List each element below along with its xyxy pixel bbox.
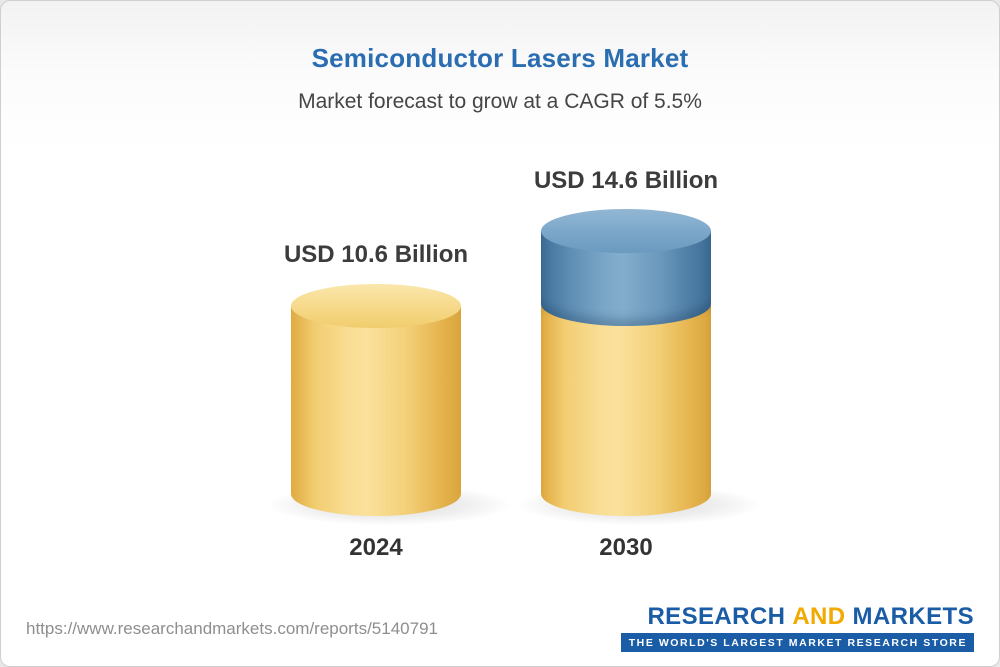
report-url-link[interactable]: https://www.researchandmarkets.com/repor…: [26, 618, 438, 638]
logo-word-markets: MARKETS: [852, 603, 974, 630]
value-label-2030: USD 14.6 Billion: [533, 167, 719, 194]
bar-2024-cylinder: [291, 284, 461, 516]
bar-2024-top-ellipse: [291, 284, 461, 328]
logo-word-research: RESEARCH: [647, 603, 786, 630]
research-and-markets-logo: RESEARCH AND MARKETS THE WORLD'S LARGEST M…: [620, 605, 974, 652]
logo-tagline: THE WORLD'S LARGEST MARKET RESEARCH STOR…: [620, 633, 974, 652]
footer: https://www.researchandmarkets.com/repor…: [1, 605, 999, 652]
category-label-2024: 2024: [349, 534, 403, 561]
page-subtitle: Market forecast to grow at a CAGR of 5.5…: [298, 90, 702, 113]
logo-word-and: AND: [792, 603, 846, 630]
bar-2030-cylinder: [541, 209, 711, 516]
logo-wordmark: RESEARCH AND MARKETS: [621, 605, 974, 629]
page-title: Semiconductor Lasers Market: [311, 43, 689, 73]
bar-2024-body: [291, 306, 461, 516]
header: Semiconductor Lasers Market Market forec…: [1, 1, 999, 114]
category-label-2030: 2030: [599, 534, 653, 561]
bar-2030-top-ellipse: [541, 209, 711, 253]
value-label-2024: USD 10.6 Billion: [283, 241, 469, 268]
bar-2030-base-segment: [541, 304, 711, 516]
